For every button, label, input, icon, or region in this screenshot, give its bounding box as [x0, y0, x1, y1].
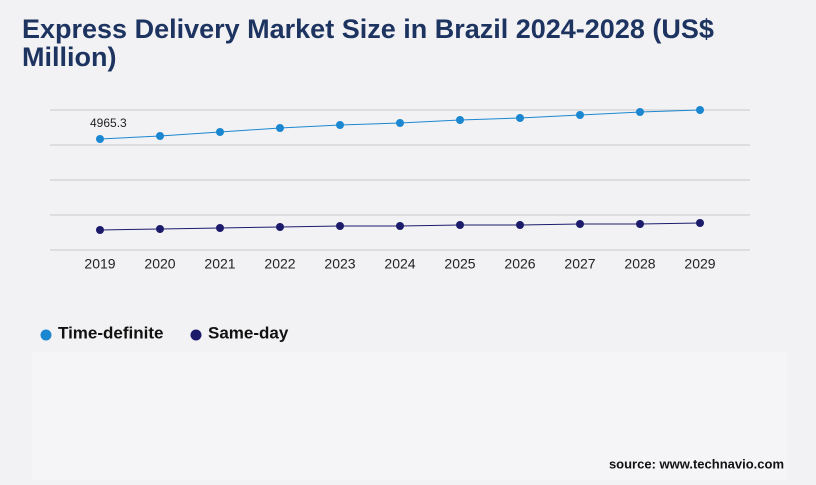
- legend-marker: [40, 329, 52, 341]
- legend-label: Time-definite: [58, 323, 163, 342]
- data-point: [96, 134, 104, 143]
- x-tick-label: 2023: [324, 256, 355, 272]
- x-tick-label: 2022: [264, 256, 295, 272]
- data-point: [396, 118, 404, 127]
- data-point: [156, 132, 164, 141]
- data-point: [216, 224, 224, 233]
- x-tick-label: 2029: [684, 256, 715, 272]
- data-point: [336, 221, 344, 230]
- legend-label: Same-day: [208, 323, 289, 342]
- x-tick-label: 2025: [444, 256, 475, 272]
- x-tick-label: 2028: [624, 256, 655, 272]
- x-tick-label: 2019: [84, 256, 115, 272]
- data-point: [456, 221, 464, 230]
- value-label: 4965.3: [90, 116, 127, 130]
- x-tick-label: 2026: [504, 256, 535, 272]
- footer-panel: [32, 352, 787, 480]
- x-tick-label: 2024: [384, 256, 415, 272]
- data-point: [636, 107, 644, 116]
- data-point: [696, 106, 704, 114]
- chart-title-line-2: Million): [22, 42, 116, 72]
- data-point: [276, 222, 284, 231]
- data-point: [576, 110, 584, 119]
- source: source: www.technavio.com: [609, 456, 784, 471]
- data-point: [576, 219, 584, 228]
- legend-marker: [190, 329, 202, 341]
- data-point: [396, 221, 404, 230]
- data-point: [516, 114, 524, 123]
- chart-title-line-1: Express Delivery Market Size in Brazil 2…: [22, 14, 714, 44]
- data-point: [516, 221, 524, 230]
- data-point: [456, 115, 464, 124]
- data-point: [336, 121, 344, 130]
- data-point: [96, 225, 104, 234]
- data-point: [696, 218, 704, 227]
- x-tick-label: 2021: [204, 256, 235, 272]
- data-point: [216, 127, 224, 136]
- data-point: [156, 225, 164, 234]
- data-point: [636, 219, 644, 228]
- data-point: [276, 123, 284, 132]
- x-tick-label: 2020: [144, 256, 175, 272]
- x-tick-label: 2027: [564, 256, 595, 272]
